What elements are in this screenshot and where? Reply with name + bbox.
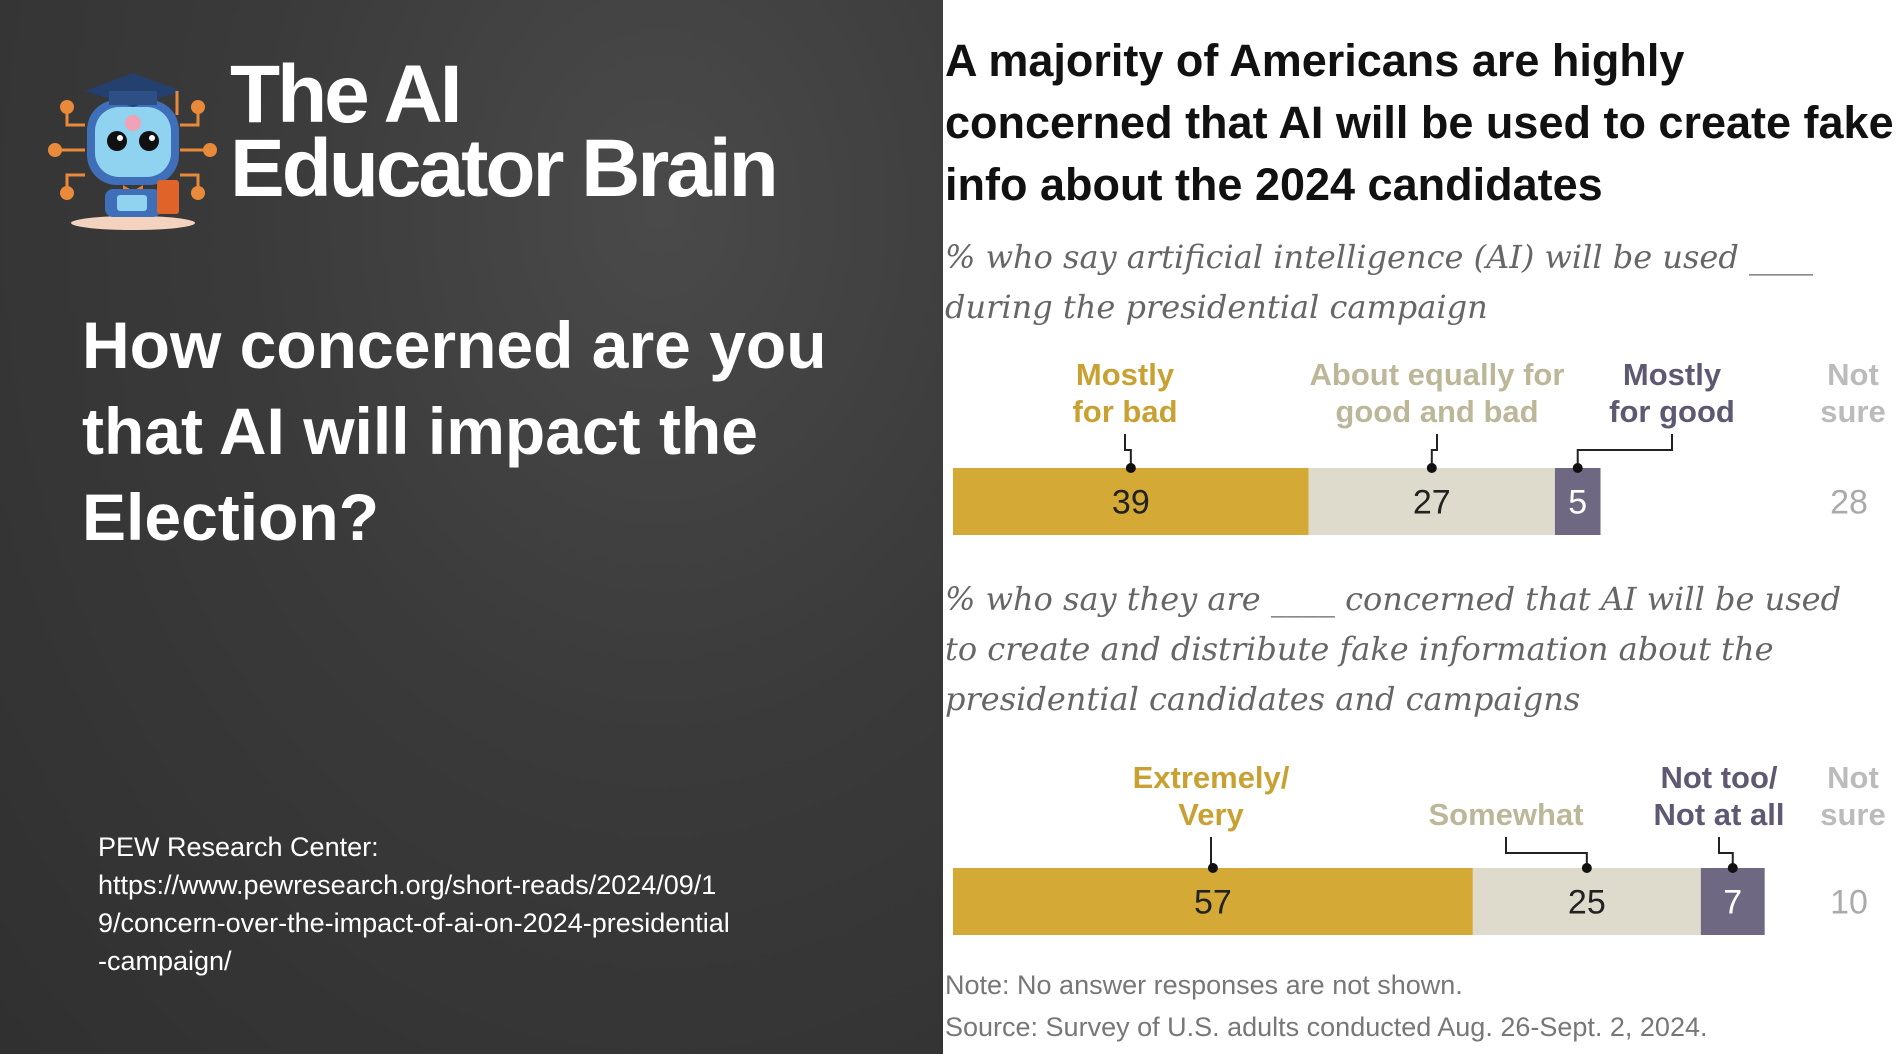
bar-segment-1-1 bbox=[1472, 868, 1701, 935]
leader-line-1-1 bbox=[1505, 837, 1588, 868]
category-label-1-1: Somewhat bbox=[1428, 797, 1583, 832]
leader-line-0-2 bbox=[1576, 434, 1673, 468]
not-sure-label-1: Not bbox=[1827, 760, 1879, 795]
bar-value-label-1-1: 25 bbox=[1568, 884, 1606, 922]
category-label-0-2: for good bbox=[1609, 394, 1735, 429]
leader-line-0-0 bbox=[1124, 434, 1132, 468]
not-sure-label-0: sure bbox=[1820, 394, 1885, 429]
category-label-1-0: Extremely/ bbox=[1133, 760, 1290, 795]
leader-dot-1-2 bbox=[1727, 863, 1738, 873]
not-sure-label-0: Not bbox=[1827, 357, 1879, 392]
credit-label: PEW Research Center: bbox=[98, 832, 379, 862]
not-sure-value-1: 10 bbox=[1830, 884, 1868, 922]
bar-segment-1-0 bbox=[953, 868, 1473, 935]
source-credit: PEW Research Center: https://www.pewrese… bbox=[98, 828, 738, 980]
question-heading: How concerned are you that AI will impac… bbox=[82, 308, 827, 554]
leader-dot-1-0 bbox=[1207, 863, 1218, 873]
brand-title-line1: The AI bbox=[230, 49, 463, 140]
left-panel: The AI Educator Brain How concerned are … bbox=[0, 0, 943, 1054]
bar-value-label-1-0: 57 bbox=[1194, 884, 1232, 922]
leader-line-1-2 bbox=[1718, 837, 1734, 868]
leader-dot-1-1 bbox=[1581, 863, 1592, 873]
category-label-0-0: Mostly bbox=[1076, 357, 1175, 392]
category-label-0-1: About equally for bbox=[1310, 357, 1565, 392]
leader-dot-0-1 bbox=[1426, 463, 1437, 473]
robot-graduate-mascot-icon bbox=[48, 73, 217, 230]
chart-title: A majority of Americans are highly conce… bbox=[945, 35, 1894, 210]
category-label-0-2: Mostly bbox=[1623, 357, 1722, 392]
chart2-subtitle: % who say they are ____ concerned that A… bbox=[945, 580, 1842, 718]
bar-segment-0-2 bbox=[1554, 468, 1601, 535]
chart-note: Note: No answer responses are not shown. bbox=[945, 970, 1463, 1000]
chart-panel: A majority of Americans are highly conce… bbox=[943, 0, 1898, 1054]
category-label-0-0: for bad bbox=[1072, 394, 1177, 429]
brand-title: The AI Educator Brain bbox=[230, 49, 779, 214]
bar-value-label-0-2: 5 bbox=[1568, 484, 1587, 522]
category-label-1-0: Very bbox=[1178, 797, 1244, 832]
bar-segment-1-2 bbox=[1700, 868, 1765, 935]
category-label-1-2: Not too/ bbox=[1660, 760, 1777, 795]
bar-segment-0-0 bbox=[953, 468, 1309, 535]
category-label-1-2: Not at all bbox=[1654, 797, 1785, 832]
category-label-0-1: good and bad bbox=[1335, 394, 1538, 429]
credit-url[interactable]: https://www.pewresearch.org/short-reads/… bbox=[98, 870, 730, 976]
leader-dot-0-0 bbox=[1125, 463, 1136, 473]
bar-value-label-1-2: 7 bbox=[1723, 884, 1742, 922]
leader-dot-0-2 bbox=[1572, 463, 1583, 473]
brand-title-line2: Educator Brain bbox=[230, 123, 779, 214]
bar-value-label-0-0: 39 bbox=[1112, 484, 1150, 522]
chart1-subtitle: % who say artificial intelligence (AI) w… bbox=[945, 238, 1813, 326]
leader-line-0-1 bbox=[1430, 434, 1438, 468]
not-sure-value-0: 28 bbox=[1830, 484, 1868, 522]
not-sure-label-1: sure bbox=[1820, 797, 1885, 832]
bar-value-label-0-1: 27 bbox=[1413, 484, 1451, 522]
chart-source: Source: Survey of U.S. adults conducted … bbox=[945, 1012, 1708, 1042]
bar-segment-0-1 bbox=[1308, 468, 1555, 535]
